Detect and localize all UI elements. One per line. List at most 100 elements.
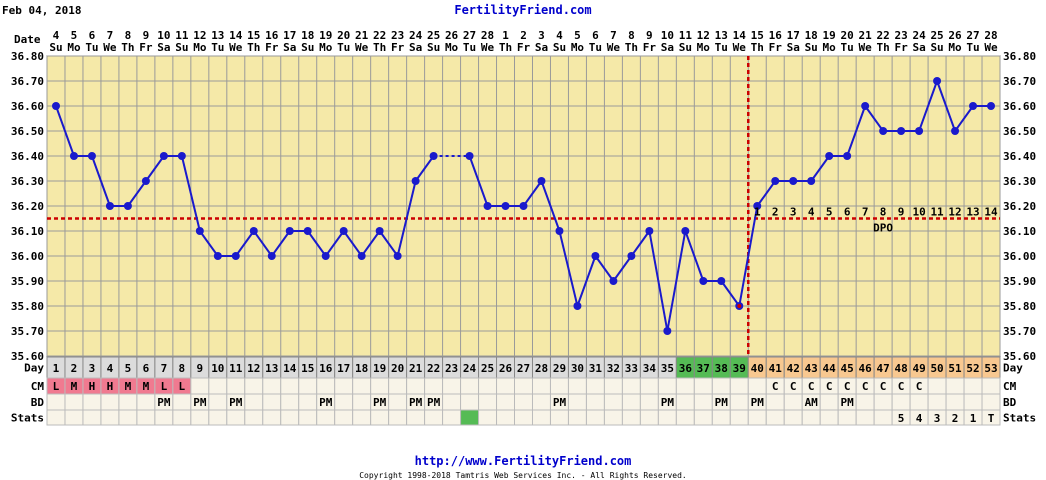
- dpo-number: 11: [930, 206, 944, 219]
- y-tick-label-left: 36.80: [11, 50, 44, 63]
- bd-cell: [819, 393, 839, 411]
- cycle-day-number: 24: [463, 362, 477, 375]
- temperature-point: [627, 252, 636, 260]
- cm-cell: [945, 377, 965, 395]
- bd-cell: [460, 393, 480, 411]
- cm-value: C: [826, 380, 833, 393]
- y-tick-label-left: 35.90: [11, 275, 44, 288]
- weekday-label: We: [355, 41, 369, 54]
- cm-value: C: [844, 380, 851, 393]
- date-label: 27: [966, 29, 979, 42]
- weekday-label: Th: [499, 41, 512, 54]
- date-label: 14: [733, 29, 747, 42]
- bd-value: PM: [751, 396, 765, 409]
- site-link[interactable]: FertilityFriend.com: [454, 3, 591, 17]
- temperature-segment: [91, 155, 111, 207]
- cycle-day-number: 25: [481, 362, 494, 375]
- cycle-day-number: 53: [984, 362, 997, 375]
- stats-cell: [981, 409, 1001, 426]
- date-label: 20: [337, 29, 350, 42]
- y-tick-label-left: 35.70: [11, 325, 44, 338]
- weekday-label: Su: [805, 41, 818, 54]
- bd-cell: [334, 393, 354, 411]
- stats-value: T: [988, 412, 995, 425]
- temperature-point: [609, 277, 618, 285]
- cm-cell: [927, 377, 947, 395]
- stats-cell: [783, 409, 803, 426]
- bd-value: AM: [805, 396, 819, 409]
- stats-cell: [639, 409, 659, 426]
- cm-cell: [711, 377, 731, 395]
- footer-url[interactable]: http://www.FertilityFriend.com: [415, 454, 632, 468]
- date-label: 18: [805, 29, 818, 42]
- temperature-segment: [720, 280, 741, 307]
- temperature-point: [861, 102, 870, 110]
- y-tick-label-left: 36.50: [11, 125, 44, 138]
- bd-row-label-right: BD: [1003, 396, 1017, 409]
- cycle-day-number: 10: [211, 362, 224, 375]
- cm-value: M: [71, 380, 78, 393]
- cycle-day-number: 47: [876, 362, 889, 375]
- temperature-segment: [954, 105, 974, 132]
- bd-cell: [909, 393, 929, 411]
- cm-cell: [478, 377, 498, 395]
- weekday-label: Sa: [661, 41, 674, 54]
- weekday-label: Th: [121, 41, 134, 54]
- cm-value: C: [880, 380, 887, 393]
- cycle-day-number: 12: [247, 362, 260, 375]
- temperature-segment: [864, 105, 884, 132]
- stats-cell: [190, 409, 210, 426]
- date-label: 23: [894, 29, 907, 42]
- cm-cell: [190, 377, 210, 395]
- cm-cell: [226, 377, 246, 395]
- y-axis-left: 35.60 35.70 35.80 35.90 36.00 36.10 36.20 36.30…: [11, 50, 44, 363]
- date-label: 18: [301, 29, 314, 42]
- date-label: 17: [787, 29, 800, 42]
- weekday-label: Fr: [517, 41, 531, 54]
- stats-cell: [801, 409, 821, 426]
- weekday-label: We: [859, 41, 873, 54]
- stats-cell: [154, 409, 174, 426]
- temperature-point: [267, 252, 276, 260]
- stats-cell: [855, 409, 875, 426]
- stats-row-label-left: Stats: [11, 412, 44, 425]
- date-label: 7: [107, 29, 114, 42]
- temperature-point: [357, 252, 366, 260]
- temperature-point: [465, 152, 474, 160]
- bd-cell: [82, 393, 102, 411]
- stats-cell: [388, 409, 408, 426]
- y-tick-label-left: 36.60: [11, 100, 44, 113]
- bd-cell: [603, 393, 623, 411]
- date-label: 17: [283, 29, 296, 42]
- date-label: 15: [247, 29, 260, 42]
- stats-cell: [424, 409, 444, 426]
- stats-cell: [406, 409, 426, 426]
- weekday-label: Su: [679, 41, 692, 54]
- weekday-label: We: [103, 41, 117, 54]
- dpo-number: 7: [862, 206, 869, 219]
- dpo-number: 12: [948, 206, 961, 219]
- y-tick-label-right: 36.80: [1003, 50, 1036, 63]
- temperature-point: [915, 127, 924, 135]
- cycle-day-number: 26: [499, 362, 513, 375]
- cm-cell: [370, 377, 390, 395]
- weekday-label: Tu: [589, 41, 602, 54]
- date-label: 4: [53, 29, 60, 42]
- day-row-label-right: Day: [1003, 362, 1023, 375]
- weekday-label: Tu: [211, 41, 224, 54]
- stats-cell: [693, 409, 713, 426]
- temperature-segment: [684, 230, 705, 282]
- temperature-segment: [594, 255, 615, 282]
- date-label: 15: [751, 29, 764, 42]
- cycle-day-number: 33: [625, 362, 638, 375]
- temperature-point: [501, 202, 510, 210]
- cycle-day-number: 43: [805, 362, 818, 375]
- y-tick-label-left: 36.10: [11, 225, 44, 238]
- weekday-label: Tu: [337, 41, 350, 54]
- date-label: 21: [355, 29, 369, 42]
- cm-cell: [603, 377, 623, 395]
- dpo-number: 8: [880, 206, 887, 219]
- temperature-segment: [396, 180, 417, 257]
